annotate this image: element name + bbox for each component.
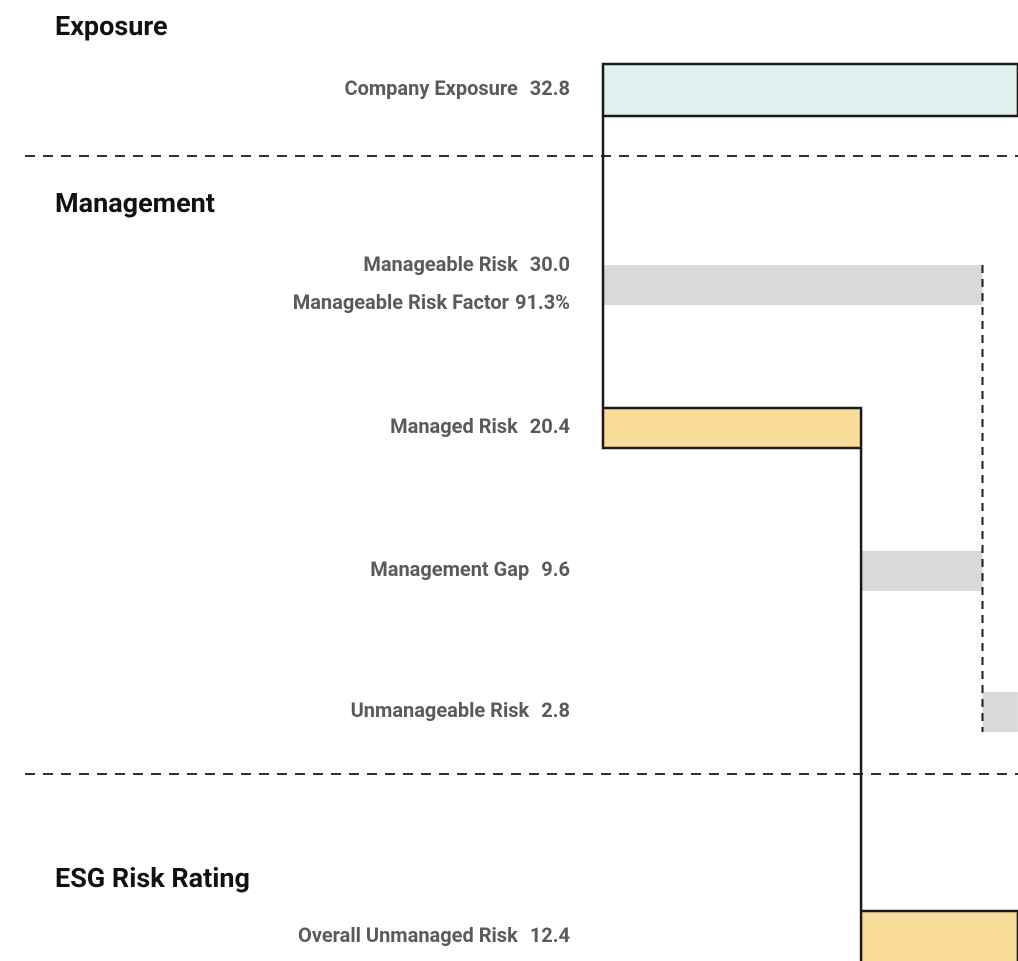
row-label: Managed Risk 20.4	[390, 414, 570, 438]
bar	[982, 692, 1018, 732]
category-label: Manageable Risk	[363, 252, 518, 276]
value-label: 30.0	[530, 252, 570, 276]
row-label: Unmanageable Risk 2.8	[351, 698, 570, 722]
section-title: Exposure	[55, 10, 168, 42]
category-label: Management Gap	[370, 557, 529, 581]
factor-value: 91.3%	[515, 290, 570, 314]
value-label: 32.8	[530, 76, 570, 100]
factor-name: Manageable Risk Factor	[293, 290, 510, 314]
value-label: 9.6	[541, 557, 570, 581]
value-label: 20.4	[530, 414, 570, 438]
row-label: Manageable Risk 30.0	[363, 252, 570, 276]
row-label: Company Exposure 32.8	[344, 76, 570, 100]
category-label: Unmanageable Risk	[351, 698, 530, 722]
section-title: ESG Risk Rating	[55, 862, 250, 894]
bar	[601, 406, 863, 450]
value-label: 2.8	[541, 698, 570, 722]
bar	[601, 62, 1018, 118]
section-title: Management	[55, 187, 215, 219]
factor-label: Manageable Risk Factor 91.3%	[293, 290, 570, 314]
bar	[859, 909, 1018, 961]
bar	[603, 265, 983, 305]
value-label: 12.4	[530, 923, 570, 947]
row-label: Overall Unmanaged Risk 12.4	[298, 923, 570, 947]
bar	[861, 551, 983, 591]
category-label: Managed Risk	[390, 414, 518, 438]
row-label: Management Gap 9.6	[370, 557, 570, 581]
category-label: Overall Unmanaged Risk	[298, 923, 518, 947]
category-label: Company Exposure	[344, 76, 517, 100]
